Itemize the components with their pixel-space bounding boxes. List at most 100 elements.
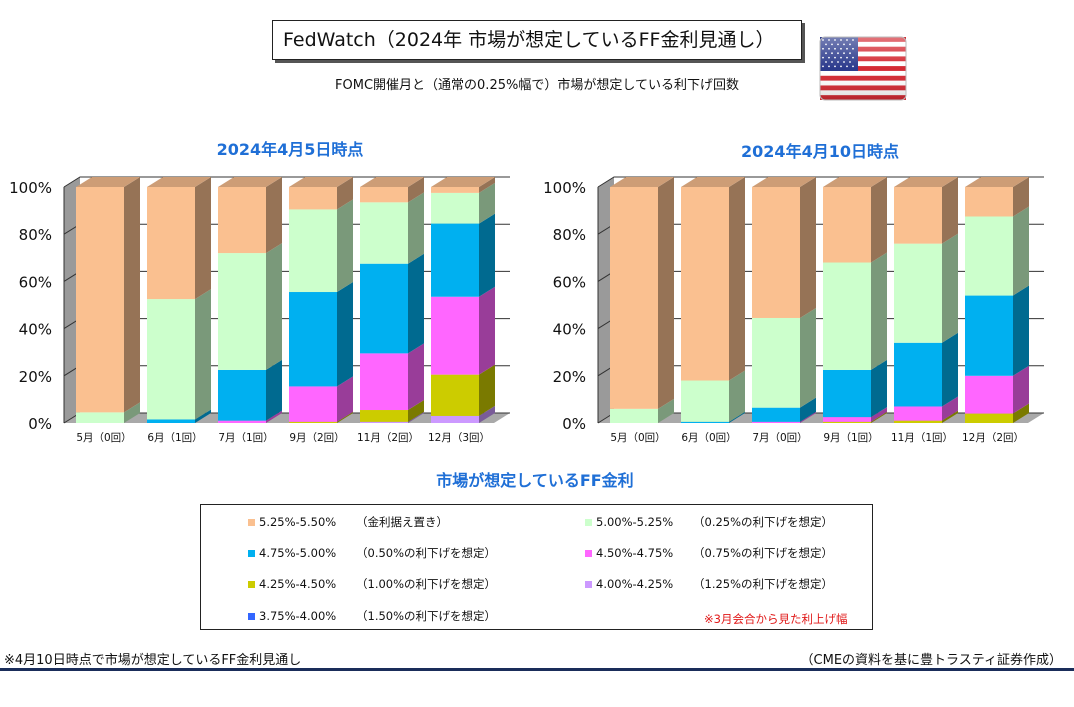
chart1-bar-segment (76, 187, 124, 413)
chart2-bar-side (1013, 177, 1029, 217)
chart2-y-tick-label: 60% (553, 273, 586, 291)
chart1-x-tick-label: 5月（0回） (76, 432, 131, 444)
legend-desc: （1.25%の利下げを想定） (693, 577, 834, 591)
chart1-bar-segment (218, 420, 266, 423)
chart1-bar-segment (289, 292, 337, 387)
chart1-bar-top (289, 177, 353, 187)
chart2-bar-segment (610, 408, 658, 423)
chart1-bar-side (408, 192, 424, 264)
chart1-bar-segment (431, 296, 479, 375)
chart1-bar-segment (431, 374, 479, 416)
source-note: （CMEの資料を基に豊トラスティ証券作成） (800, 653, 1062, 668)
chart2-x-tick-label: 9月（1回） (823, 432, 878, 444)
legend-range: 5.00%-5.25% (596, 515, 674, 529)
legend-item: 4.75%-5.00% （0.50%の利下げを想定） (248, 545, 496, 561)
chart2-bar-side (1013, 285, 1029, 376)
chart1-bar-segment (147, 419, 195, 423)
chart2-y-tick-label: 20% (553, 368, 586, 386)
chart1-bar-segment (360, 353, 408, 411)
us-flag-icon (819, 36, 907, 101)
chart2-bar-segment (823, 187, 871, 263)
chart2-bar-side (800, 411, 816, 423)
chart1-bar-side (337, 411, 353, 423)
chart2-bar-segment (823, 369, 871, 418)
chart1-bar-segment (218, 187, 266, 254)
chart1-bar-segment (431, 192, 479, 224)
chart1-y-tick-label: 60% (19, 273, 52, 291)
chart1-y-tick-label: 80% (19, 226, 52, 244)
chart2-bar-segment (752, 421, 800, 423)
chart1-bar-side (479, 364, 495, 416)
chart2-bar-segment (823, 421, 871, 423)
legend-desc: （1.50%の利下げを想定） (356, 609, 497, 623)
chart1-bar-segment (76, 412, 124, 423)
chart1-y-tick-label: 20% (19, 368, 52, 386)
chart2-bar-side (800, 177, 816, 318)
chart2-bar-side (871, 177, 887, 263)
chart1-y-tick-label: 0% (28, 415, 52, 433)
chart2-bar-segment (752, 187, 800, 318)
legend-item: 4.25%-4.50% （1.00%の利下げを想定） (248, 576, 496, 592)
chart1-bar-segment (360, 421, 408, 423)
legend-swatch (585, 518, 592, 526)
footnote: ※4月10日時点で市場が想定しているFF金利見通し (4, 653, 302, 668)
chart1-bar-segment (289, 209, 337, 293)
chart2-bar-top (752, 177, 816, 187)
chart1-bar-side (337, 282, 353, 387)
legend-range: 5.25%-5.50% (259, 515, 337, 529)
chart1-bar-side (408, 253, 424, 354)
chart-apr5: 0% 20% 40% 60% 80% 100% 5月（0回） 6月（1回） 7月（1回） 9月（2… (9, 176, 510, 444)
chart2-bar-side (658, 177, 674, 409)
chart2-bar-side (942, 177, 958, 244)
chart2-bar-side (1013, 403, 1029, 423)
legend-swatch (248, 518, 255, 526)
chart1-bar-side (337, 177, 353, 210)
chart2-x-tick-label: 5月（0回） (610, 432, 665, 444)
chart2-y-tick-label: 0% (562, 415, 586, 433)
chart1-bar-segment (218, 369, 266, 421)
chart1-x-tick-label: 9月（2回） (289, 432, 344, 444)
chart2-bar-side (942, 233, 958, 343)
chart1-bar-side (479, 286, 495, 375)
legend-range: 4.50%-4.75% (596, 546, 674, 560)
chart2-bar-side (729, 177, 745, 381)
legend-item: 5.25%-5.50% （金利据え置き） (248, 514, 448, 530)
legend-note: ※3月会合から見た利上げ幅 (704, 612, 848, 626)
legend-item: 4.00%-4.25% （1.25%の利下げを想定） (585, 576, 833, 592)
chart1-bar-top (360, 177, 424, 187)
chart2-bar-segment (965, 375, 1013, 414)
legend-range: 4.75%-5.00% (259, 546, 337, 560)
chart1-bar-top (76, 177, 140, 187)
page-subtitle: FOMC開催月と（通常の0.25%幅で）市場が想定している利下げ回数 (335, 78, 739, 93)
chart2-bar-side (871, 407, 887, 422)
chart1-bar-segment (360, 263, 408, 354)
chart2-bar-segment (752, 317, 800, 408)
chart1-bar-side (479, 182, 495, 224)
chart2-bar-side (871, 359, 887, 418)
legend-desc: （1.00%の利下げを想定） (356, 577, 497, 591)
legend-title: 市場が想定しているFF金利 (436, 471, 634, 490)
chart-title-apr10: 2024年4月10日時点 (741, 142, 899, 161)
legend-range: 4.25%-4.50% (259, 577, 337, 591)
legend-swatch (248, 612, 255, 620)
chart2-x-tick-label: 12月（2回） (962, 432, 1024, 444)
chart1-bar-top (218, 177, 282, 187)
chart1-bar-side (266, 410, 282, 423)
chart1-bar-segment (218, 253, 266, 370)
legend: 5.25%-5.50% （金利据え置き） 5.00%-5.25% （0.25%の利下げ… (200, 504, 873, 630)
chart2-x-tick-label: 6月（0回） (681, 432, 736, 444)
chart1-x-tick-label: 11月（2回） (357, 432, 419, 444)
chart1-bar-side (479, 177, 495, 193)
chart2-x-tick-label: 11月（1回） (891, 432, 953, 444)
chart2-bar-side (871, 252, 887, 370)
chart1-bar-segment (431, 187, 479, 193)
chart2-bar-side (942, 396, 958, 421)
chart2-bar-segment (965, 216, 1013, 296)
legend-swatch (248, 549, 255, 557)
chart1-bar-top (431, 177, 495, 187)
chart1-bar-segment (147, 299, 195, 420)
legend-swatch (248, 580, 255, 588)
legend-range: 3.75%-4.00% (259, 609, 337, 623)
legend-item: 4.50%-4.75% （0.75%の利下げを想定） (585, 545, 833, 561)
chart1-bar-side (408, 411, 424, 423)
